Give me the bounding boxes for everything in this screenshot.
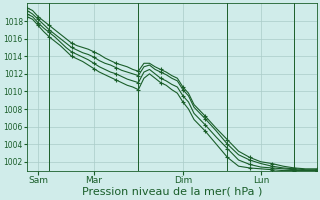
X-axis label: Pression niveau de la mer( hPa ): Pression niveau de la mer( hPa ) — [82, 187, 262, 197]
